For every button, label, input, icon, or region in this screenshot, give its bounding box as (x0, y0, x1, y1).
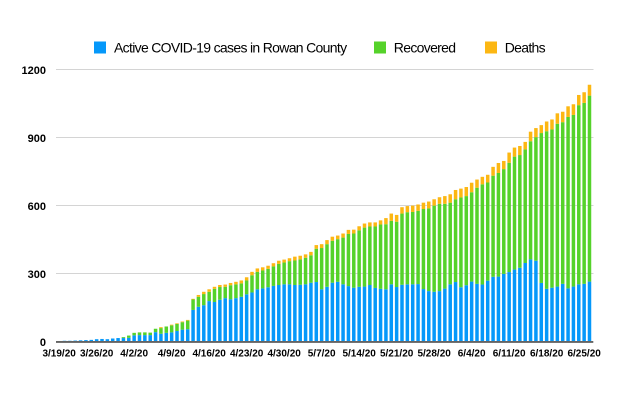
svg-text:4/16/20: 4/16/20 (192, 349, 226, 360)
svg-text:Deaths: Deaths (505, 40, 546, 56)
svg-text:4/9/20: 4/9/20 (158, 349, 186, 360)
svg-text:6/11/20: 6/11/20 (493, 349, 526, 360)
svg-text:5/7/20: 5/7/20 (308, 349, 336, 360)
svg-text:6/25/20: 6/25/20 (567, 349, 601, 360)
svg-text:Active COVID-19 cases in Rowan: Active COVID-19 cases in Rowan County (114, 40, 347, 56)
svg-text:600: 600 (28, 201, 46, 213)
svg-text:4/30/20: 4/30/20 (267, 349, 301, 360)
svg-text:6/4/20: 6/4/20 (458, 349, 486, 360)
svg-text:4/23/20: 4/23/20 (230, 349, 264, 360)
svg-text:3/19/20: 3/19/20 (42, 349, 76, 360)
svg-text:6/18/20: 6/18/20 (530, 349, 564, 360)
svg-text:5/21/20: 5/21/20 (380, 349, 414, 360)
svg-text:300: 300 (28, 269, 46, 281)
svg-text:900: 900 (28, 133, 46, 145)
svg-text:4/2/20: 4/2/20 (120, 349, 148, 360)
svg-text:0: 0 (40, 337, 46, 349)
svg-text:3/26/20: 3/26/20 (80, 349, 114, 360)
svg-text:Recovered: Recovered (394, 40, 456, 56)
svg-text:5/14/20: 5/14/20 (342, 349, 376, 360)
svg-text:5/28/20: 5/28/20 (417, 349, 451, 360)
svg-text:1200: 1200 (22, 65, 46, 77)
